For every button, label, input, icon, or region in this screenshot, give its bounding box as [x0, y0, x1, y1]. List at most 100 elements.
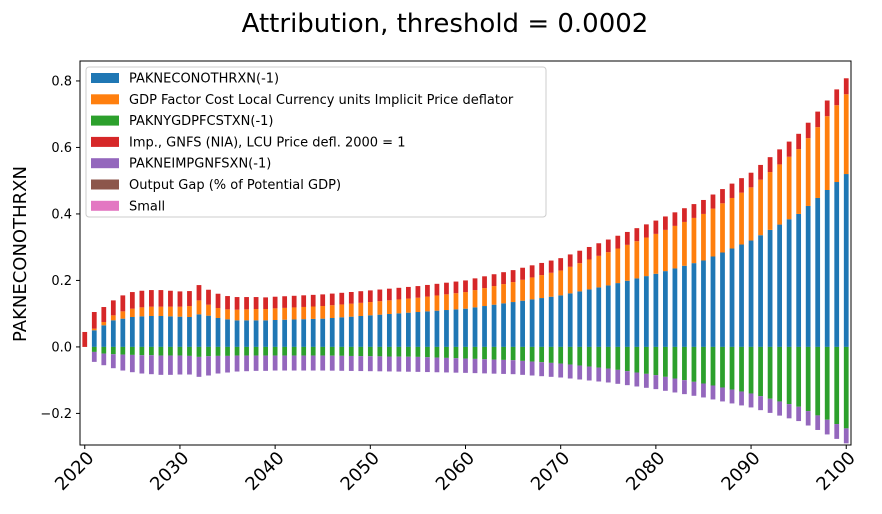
bar-2093-series-4 — [777, 401, 782, 416]
bar-2081-series-0 — [663, 271, 668, 347]
bar-2054-series-1 — [406, 298, 411, 313]
y-axis-label: PAKNECONOTHRXN — [10, 166, 31, 342]
bar-2064-series-2 — [501, 346, 506, 360]
bar-2030-series-3 — [177, 291, 183, 307]
bar-2035-series-1 — [225, 309, 230, 320]
bar-2066-series-3 — [520, 267, 525, 280]
bar-2086-series-1 — [710, 208, 716, 257]
bar-2087-series-1 — [720, 203, 725, 253]
bar-2059-series-0 — [453, 309, 459, 347]
bar-2030-series-0 — [177, 316, 183, 347]
bar-2034-series-0 — [215, 318, 221, 347]
bar-2026-series-1 — [139, 307, 145, 317]
bar-2095-series-0 — [796, 213, 802, 347]
bar-2056-series-2 — [425, 346, 430, 358]
bar-2094-series-4 — [786, 404, 792, 419]
bar-2033-series-3 — [206, 289, 211, 305]
bar-2083-series-3 — [682, 208, 687, 222]
bar-2061-series-3 — [472, 278, 478, 291]
bar-2090-series-4 — [748, 393, 754, 408]
y-axis: −0.2 0.0 0.2 0.4 0.6 0.8 — [40, 74, 80, 422]
bar-2035-series-4 — [225, 355, 230, 373]
bar-2092-series-2 — [767, 346, 773, 399]
bar-2089-series-1 — [739, 192, 744, 245]
bar-2023-series-2 — [110, 346, 116, 355]
bar-2059-series-4 — [453, 358, 459, 373]
bar-2060-series-2 — [463, 346, 468, 359]
bar-2069-series-0 — [548, 296, 554, 347]
y-tick-label: 0.8 — [51, 74, 72, 89]
bar-2081-series-3 — [663, 216, 668, 230]
bar-2060-series-1 — [463, 292, 468, 309]
bar-2093-series-0 — [777, 224, 782, 347]
x-tick-label: 2100 — [812, 448, 859, 495]
bar-2029-series-4 — [168, 355, 173, 375]
bar-2045-series-2 — [320, 346, 326, 356]
bar-2091-series-2 — [758, 346, 763, 397]
bar-2033-series-1 — [206, 304, 211, 316]
bar-2062-series-4 — [482, 359, 487, 374]
bar-2089-series-2 — [739, 346, 744, 392]
bar-2030-series-4 — [177, 355, 183, 375]
bar-2064-series-0 — [501, 303, 506, 347]
bar-2051-series-0 — [377, 314, 383, 347]
bar-2096-series-1 — [805, 138, 811, 206]
legend-label: Output Gap (% of Potential GDP) — [129, 178, 341, 193]
bar-2069-series-3 — [548, 260, 554, 273]
bar-2098-series-0 — [824, 190, 830, 347]
bar-2020-series-3 — [82, 331, 88, 347]
bar-2022-series-3 — [101, 307, 107, 322]
bar-2096-series-3 — [805, 122, 811, 139]
bar-2068-series-3 — [539, 262, 545, 276]
bar-2094-series-1 — [786, 156, 792, 220]
bar-2100-series-4 — [843, 428, 849, 444]
bar-2041-series-2 — [282, 346, 288, 356]
bar-2086-series-0 — [710, 256, 716, 347]
bar-2095-series-1 — [796, 149, 802, 214]
bar-2058-series-2 — [444, 346, 449, 358]
bar-2072-series-3 — [577, 250, 583, 264]
bar-2093-series-1 — [777, 164, 782, 225]
bar-2091-series-4 — [758, 396, 763, 411]
bar-2084-series-3 — [691, 204, 697, 218]
bar-2088-series-0 — [729, 248, 735, 347]
bar-2037-series-3 — [244, 297, 249, 310]
bar-2075-series-0 — [605, 285, 611, 347]
bar-2032-series-0 — [196, 314, 202, 347]
bar-2096-series-0 — [805, 205, 811, 347]
bar-2047-series-4 — [339, 355, 345, 371]
bar-2042-series-4 — [291, 355, 297, 371]
bar-2069-series-2 — [548, 346, 554, 363]
bar-2084-series-4 — [691, 381, 697, 396]
bar-2097-series-0 — [815, 197, 821, 347]
bar-2092-series-1 — [767, 172, 773, 230]
bar-2072-series-0 — [577, 291, 583, 347]
bar-2062-series-0 — [482, 306, 487, 347]
bar-2048-series-4 — [348, 355, 354, 371]
bar-2028-series-2 — [158, 346, 164, 356]
bar-2034-series-1 — [215, 308, 221, 318]
bar-2056-series-1 — [425, 296, 430, 312]
bar-2092-series-4 — [767, 398, 773, 413]
bar-2072-series-1 — [577, 263, 583, 292]
bar-2037-series-0 — [244, 320, 249, 347]
bar-2071-series-2 — [567, 346, 573, 365]
bar-2026-series-0 — [139, 316, 145, 347]
bar-2092-series-0 — [767, 229, 773, 347]
bar-2027-series-0 — [149, 316, 154, 347]
bar-2089-series-3 — [739, 178, 744, 193]
bar-2076-series-2 — [615, 346, 621, 370]
bar-2050-series-2 — [367, 346, 373, 357]
bar-2021-series-0 — [91, 330, 97, 347]
bar-2074-series-2 — [596, 346, 602, 368]
bar-2028-series-4 — [158, 355, 164, 375]
bar-2054-series-3 — [406, 286, 411, 299]
bar-2026-series-2 — [139, 346, 145, 356]
bar-2089-series-0 — [739, 244, 744, 347]
bar-2091-series-3 — [758, 164, 763, 180]
bar-2038-series-4 — [253, 355, 259, 371]
bar-2027-series-1 — [149, 306, 154, 316]
bar-2093-series-3 — [777, 149, 782, 165]
bar-2100-series-1 — [843, 94, 849, 175]
